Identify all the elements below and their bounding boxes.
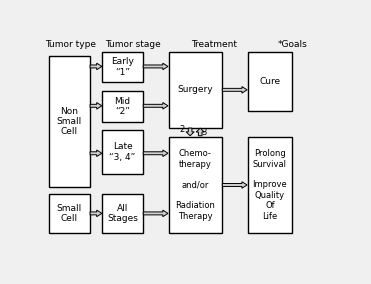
Polygon shape bbox=[196, 128, 204, 136]
Polygon shape bbox=[90, 210, 102, 217]
Text: Late
“3, 4”: Late “3, 4” bbox=[109, 143, 136, 162]
Text: Chemo-
therapy

and/or

Radiation
Therapy: Chemo- therapy and/or Radiation Therapy bbox=[175, 149, 215, 221]
Polygon shape bbox=[186, 128, 194, 136]
Text: Mid
“2”: Mid “2” bbox=[115, 97, 131, 116]
Bar bbox=[102, 91, 143, 122]
Polygon shape bbox=[90, 63, 102, 70]
Text: Tumor stage: Tumor stage bbox=[105, 39, 161, 49]
Bar bbox=[248, 52, 292, 110]
Text: 2: 2 bbox=[180, 125, 185, 134]
Bar bbox=[102, 130, 143, 174]
Text: Treatment: Treatment bbox=[191, 39, 237, 49]
Bar bbox=[248, 137, 292, 233]
Text: Cure: Cure bbox=[259, 77, 280, 85]
Polygon shape bbox=[143, 150, 168, 156]
Bar bbox=[102, 194, 143, 233]
Bar bbox=[168, 137, 222, 233]
Polygon shape bbox=[222, 87, 247, 93]
Polygon shape bbox=[90, 150, 102, 156]
Bar bbox=[102, 52, 143, 82]
Polygon shape bbox=[143, 210, 168, 217]
Text: All
Stages: All Stages bbox=[107, 204, 138, 223]
Bar bbox=[49, 194, 89, 233]
Polygon shape bbox=[143, 63, 168, 70]
Text: Prolong
Survival

Improve
Quality
Of
Life: Prolong Survival Improve Quality Of Life bbox=[253, 149, 287, 221]
Text: Small
Cell: Small Cell bbox=[57, 204, 82, 223]
Polygon shape bbox=[90, 103, 102, 109]
Text: Non
Small
Cell: Non Small Cell bbox=[57, 107, 82, 136]
Bar bbox=[168, 52, 222, 128]
Bar bbox=[49, 56, 89, 187]
Text: *Goals: *Goals bbox=[278, 39, 307, 49]
Polygon shape bbox=[143, 103, 168, 109]
Text: Early
“1”: Early “1” bbox=[111, 57, 134, 77]
Polygon shape bbox=[222, 182, 247, 188]
Text: 3: 3 bbox=[201, 128, 207, 137]
Text: Tumor type: Tumor type bbox=[45, 39, 96, 49]
Text: Surgery: Surgery bbox=[177, 85, 213, 94]
